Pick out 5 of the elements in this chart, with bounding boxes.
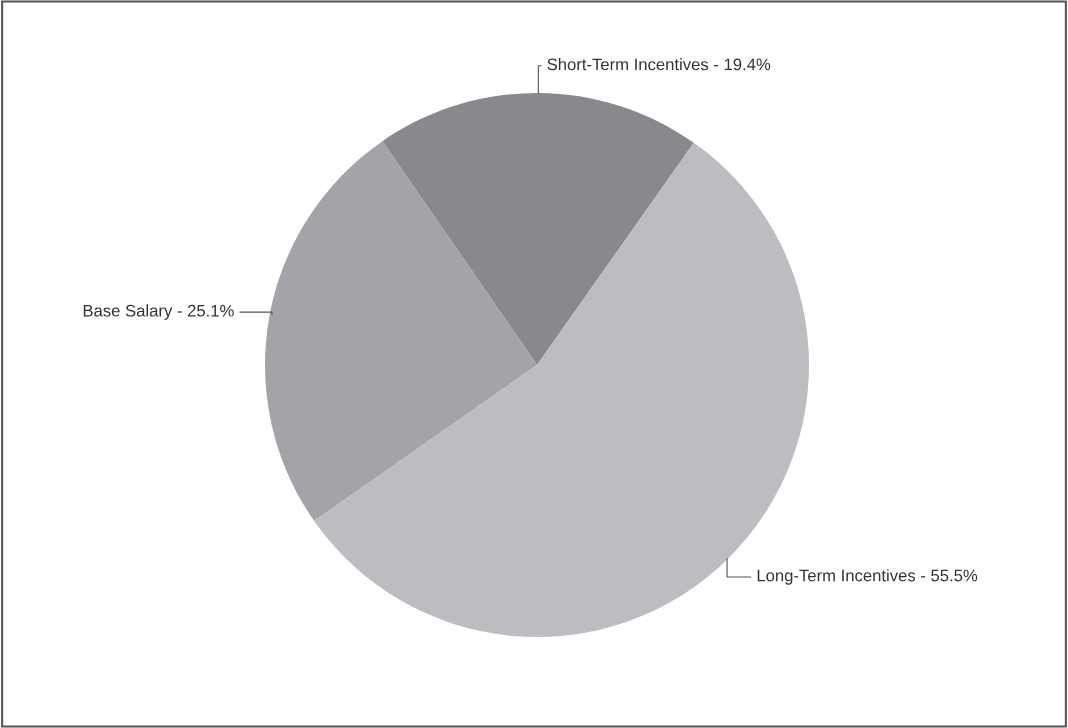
slice-label: Short-Term Incentives - 19.4% <box>547 58 771 71</box>
pie-slice <box>265 141 537 522</box>
slice-label: Long-Term Incentives - 55.5% <box>757 569 978 585</box>
slice-label: Base Salary - 25.1% <box>83 304 234 320</box>
pie-slice <box>382 93 694 365</box>
